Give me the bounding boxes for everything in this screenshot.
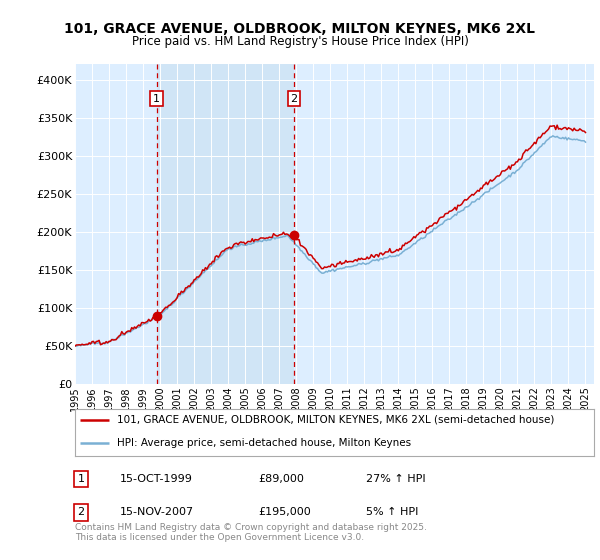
Text: Price paid vs. HM Land Registry's House Price Index (HPI): Price paid vs. HM Land Registry's House … [131, 35, 469, 48]
Text: £89,000: £89,000 [258, 474, 304, 484]
Bar [157, 64, 294, 384]
Text: 101, GRACE AVENUE, OLDBROOK, MILTON KEYNES, MK6 2XL: 101, GRACE AVENUE, OLDBROOK, MILTON KEYN… [65, 22, 536, 36]
Text: 5% ↑ HPI: 5% ↑ HPI [366, 507, 418, 517]
Text: £195,000: £195,000 [258, 507, 311, 517]
Text: 1: 1 [77, 474, 85, 484]
Text: 27% ↑ HPI: 27% ↑ HPI [366, 474, 425, 484]
Text: 15-NOV-2007: 15-NOV-2007 [120, 507, 194, 517]
Text: HPI: Average price, semi-detached house, Milton Keynes: HPI: Average price, semi-detached house,… [116, 438, 410, 448]
Text: 2: 2 [290, 94, 298, 104]
Text: 2: 2 [77, 507, 85, 517]
Text: 15-OCT-1999: 15-OCT-1999 [120, 474, 193, 484]
Text: 1: 1 [153, 94, 160, 104]
Text: 101, GRACE AVENUE, OLDBROOK, MILTON KEYNES, MK6 2XL (semi-detached house): 101, GRACE AVENUE, OLDBROOK, MILTON KEYN… [116, 415, 554, 424]
Text: Contains HM Land Registry data © Crown copyright and database right 2025.
This d: Contains HM Land Registry data © Crown c… [75, 522, 427, 542]
